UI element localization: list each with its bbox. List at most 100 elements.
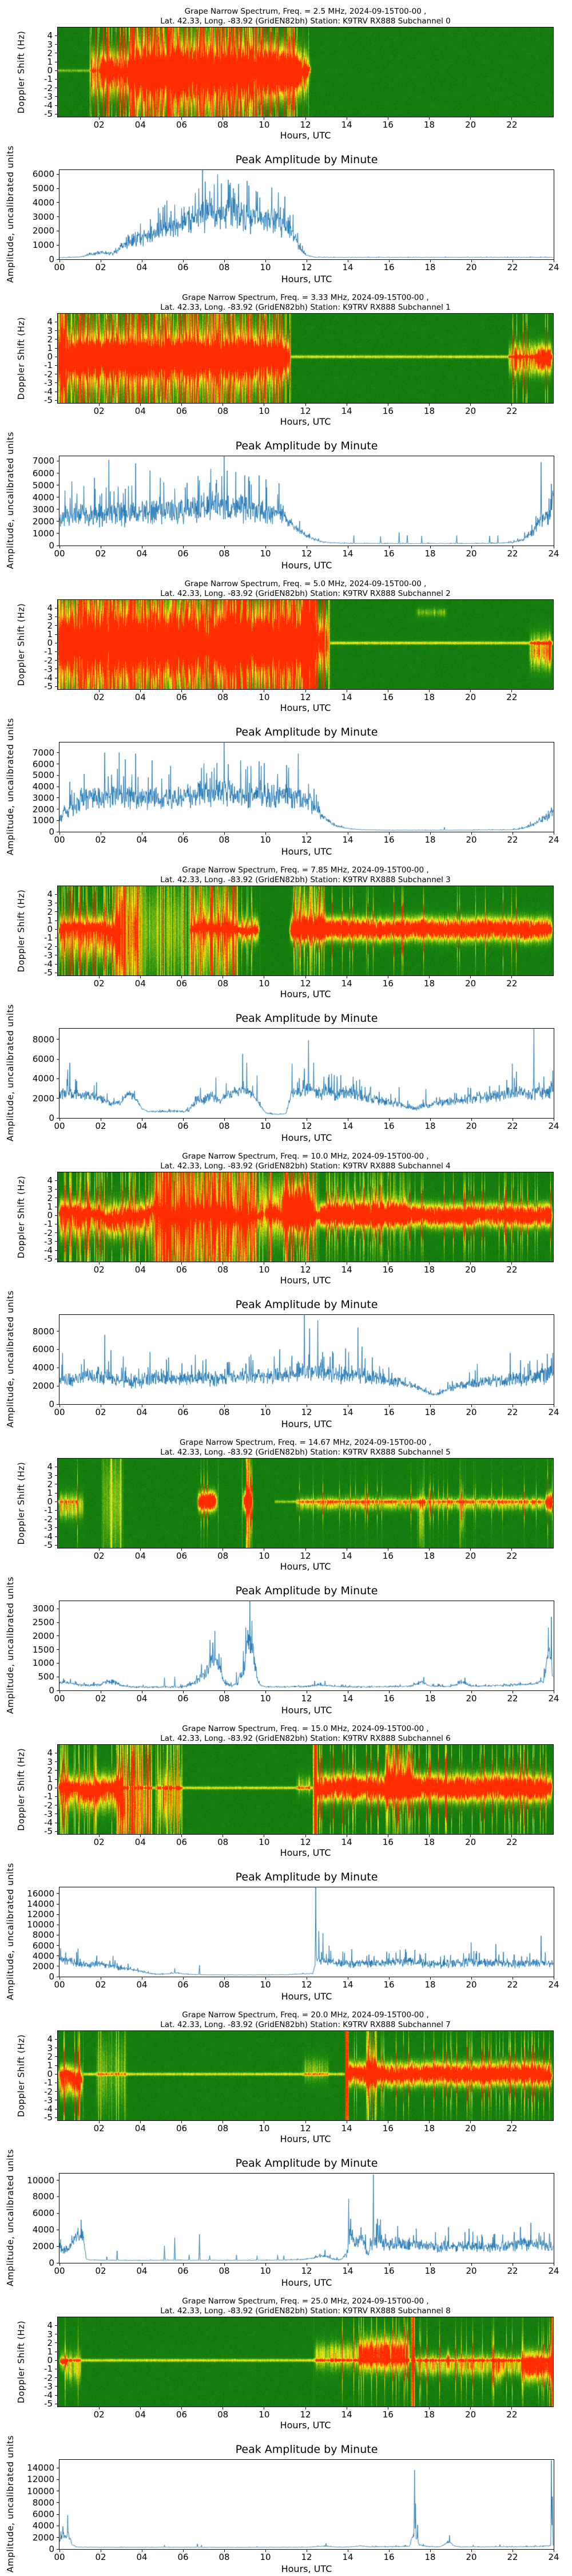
amplitude-ytick-label: 0 bbox=[49, 1399, 54, 1409]
spectrogram-ytick-label: -4 bbox=[44, 673, 53, 683]
spectrogram-xtick-label: 18 bbox=[423, 2123, 435, 2134]
amplitude-xtick-label: 12 bbox=[301, 1693, 312, 1704]
spectrogram-xtick-label: 06 bbox=[176, 120, 188, 130]
spectrogram-xtick-label: 18 bbox=[423, 1551, 435, 1561]
spectrogram-xtick-label: 08 bbox=[217, 2123, 229, 2134]
spectrogram-title-line1: Grape Narrow Spectrum, Freq. = 20.0 MHz,… bbox=[182, 2010, 429, 2020]
spectrogram-xtick-label: 04 bbox=[134, 1551, 146, 1561]
spectrogram-xtick-mark bbox=[98, 976, 100, 978]
amplitude-ytick-mark bbox=[57, 752, 59, 753]
amplitude-ytick-label: 4000 bbox=[32, 2225, 54, 2235]
amplitude-ytick-label: 8000 bbox=[32, 2497, 54, 2508]
amplitude-xtick-label: 16 bbox=[383, 2552, 395, 2562]
amplitude-chart-title: Peak Amplitude by Minute bbox=[235, 1012, 378, 1025]
spectrogram-xtick-mark bbox=[98, 2407, 100, 2409]
spectrogram-ytick-label: -2 bbox=[44, 1800, 53, 1811]
spectrogram-ytick-label: -4 bbox=[44, 386, 53, 397]
spectrogram-ytick-mark bbox=[55, 929, 57, 930]
spectrogram-ytick-label: -3 bbox=[44, 1236, 53, 1247]
spectrogram-xtick-mark bbox=[511, 2121, 513, 2123]
spectrogram-title-line2: Lat. 42.33, Long. -83.92 (GridEN82bh) St… bbox=[160, 1448, 451, 1457]
spectrogram-xtick-mark bbox=[98, 1262, 100, 1265]
spectrogram-ytick-label: 3 bbox=[47, 898, 53, 908]
amplitude-ytick-mark bbox=[57, 1058, 59, 1060]
spectrogram-ytick-label: -1 bbox=[44, 1505, 53, 1516]
spectrogram-xtick-mark bbox=[140, 1835, 141, 1837]
spectrogram-x-axis-label: Hours, UTC bbox=[280, 702, 331, 713]
spectrogram-xtick-label: 02 bbox=[93, 1265, 105, 1275]
spectrogram-ytick-label: 1 bbox=[47, 57, 53, 68]
amplitude-xtick-label: 22 bbox=[507, 1693, 518, 1704]
spectrogram-ytick-mark bbox=[55, 1475, 57, 1476]
amplitude-xtick-label: 00 bbox=[54, 1693, 65, 1704]
amplitude-ytick-mark bbox=[57, 1404, 59, 1405]
amplitude-xtick-label: 14 bbox=[342, 1121, 353, 1131]
spectrogram-xtick-mark bbox=[511, 2407, 513, 2409]
spectrogram-xtick-label: 06 bbox=[176, 1265, 188, 1275]
spectrogram-xtick-label: 04 bbox=[134, 1837, 146, 1847]
spectrogram-xtick-mark bbox=[470, 117, 471, 120]
amplitude-xtick-mark bbox=[430, 1119, 431, 1121]
spectrogram-ytick-label: -1 bbox=[44, 933, 53, 943]
amplitude-xtick-label: 04 bbox=[136, 835, 148, 845]
spectrogram-xtick-mark bbox=[470, 1262, 471, 1265]
amplitude-xtick-label: 18 bbox=[424, 835, 436, 845]
spectrogram-ytick-label: 1 bbox=[47, 915, 53, 926]
amplitude-xtick-mark bbox=[59, 1691, 60, 1693]
amplitude-ytick-label: 14000 bbox=[27, 2463, 54, 2474]
spectrogram-x-axis-label: Hours, UTC bbox=[280, 1275, 331, 1286]
spectrogram-heatmap bbox=[58, 886, 553, 975]
spectrogram-xtick-label: 16 bbox=[382, 978, 394, 989]
spectrogram-xtick-label: 04 bbox=[134, 120, 146, 130]
spectrogram-xtick-label: 20 bbox=[465, 1265, 476, 1275]
amplitude-ytick-label: 0 bbox=[49, 1685, 54, 1696]
spectrogram-xtick-label: 20 bbox=[465, 692, 476, 702]
amplitude-xtick-label: 24 bbox=[548, 1121, 559, 1131]
spectrogram-x-axis-label: Hours, UTC bbox=[280, 130, 331, 141]
amplitude-ytick-mark bbox=[57, 775, 59, 776]
amplitude-ytick-mark bbox=[57, 244, 59, 246]
amplitude-xtick-label: 08 bbox=[219, 1407, 230, 1417]
spectrogram-ytick-label: -1 bbox=[44, 646, 53, 657]
spectrogram-xtick-mark bbox=[181, 1835, 182, 1837]
spectrogram-xtick-mark bbox=[140, 1548, 141, 1551]
amplitude-ytick-label: 0 bbox=[49, 2258, 54, 2268]
amplitude-ytick-mark bbox=[57, 1078, 59, 1079]
amplitude-ytick-label: 2000 bbox=[32, 1093, 54, 1104]
spectrogram-ytick-mark bbox=[55, 625, 57, 626]
spectrogram-ytick-label: 3 bbox=[47, 611, 53, 622]
amplitude-line-chart bbox=[59, 742, 554, 832]
amplitude-ytick-mark bbox=[57, 533, 59, 534]
amplitude-xtick-mark bbox=[182, 546, 184, 548]
amplitude-ytick-mark bbox=[57, 1649, 59, 1650]
spectrogram-title-line2: Lat. 42.33, Long. -83.92 (GridEN82bh) St… bbox=[160, 17, 451, 26]
spectrogram-ytick-label: 4 bbox=[47, 603, 53, 614]
spectrogram-ytick-mark bbox=[55, 382, 57, 384]
spectrogram-xtick-label: 10 bbox=[259, 692, 270, 702]
amplitude-xtick-label: 24 bbox=[548, 2266, 559, 2276]
amplitude-ytick-label: 2000 bbox=[32, 226, 54, 236]
amplitude-xtick-mark bbox=[182, 1405, 184, 1407]
amplitude-xtick-label: 02 bbox=[95, 548, 106, 559]
spectrogram-plot-area bbox=[57, 313, 554, 404]
spectrogram-xtick-label: 08 bbox=[217, 406, 229, 416]
amplitude-x-axis-label: Hours, UTC bbox=[281, 2277, 332, 2288]
amplitude-xtick-label: 08 bbox=[219, 548, 230, 559]
amplitude-xtick-label: 12 bbox=[301, 262, 312, 272]
spectrogram-xtick-mark bbox=[140, 404, 141, 406]
spectrogram-xtick-label: 02 bbox=[93, 2409, 105, 2420]
amplitude-xtick-mark bbox=[59, 546, 60, 548]
spectrogram-ytick-label: 1 bbox=[47, 1202, 53, 1212]
amplitude-ytick-label: 500 bbox=[38, 1672, 54, 1682]
amplitude-xtick-label: 04 bbox=[136, 1693, 148, 1704]
amplitude-ytick-mark bbox=[57, 820, 59, 821]
spectrogram-xtick-label: 12 bbox=[300, 978, 311, 989]
amplitude-xtick-mark bbox=[265, 2550, 266, 2552]
spectrogram-xtick-label: 22 bbox=[506, 406, 518, 416]
amplitude-xtick-label: 06 bbox=[177, 835, 189, 845]
amplitude-xtick-label: 18 bbox=[424, 548, 436, 559]
spectrogram-ytick-mark bbox=[55, 2325, 57, 2326]
amplitude-x-axis-label: Hours, UTC bbox=[281, 1132, 332, 1143]
spectrogram-ytick-mark bbox=[55, 400, 57, 401]
spectrogram-xtick-mark bbox=[305, 2407, 306, 2409]
